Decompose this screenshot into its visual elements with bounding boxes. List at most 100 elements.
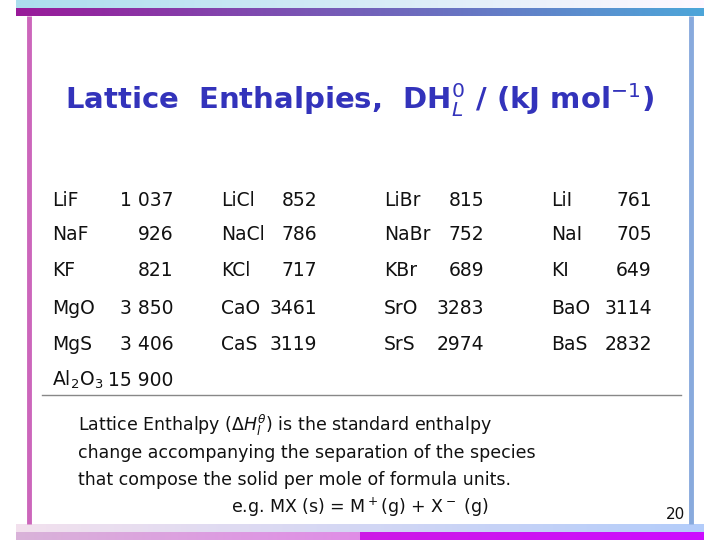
Bar	[131, 8, 132, 16]
Bar	[469, 532, 470, 540]
Bar	[427, 0, 428, 8]
Bar	[80, 0, 81, 8]
Bar	[593, 532, 595, 540]
Bar	[598, 532, 599, 540]
Bar	[620, 532, 621, 540]
Bar	[321, 8, 322, 16]
Bar	[25, 532, 26, 540]
Bar	[482, 0, 483, 8]
Bar	[509, 524, 510, 532]
Bar	[209, 524, 210, 532]
Bar	[185, 0, 186, 8]
Bar	[71, 0, 72, 8]
Bar	[331, 524, 332, 532]
Bar	[115, 532, 116, 540]
Bar	[248, 524, 249, 532]
Bar	[117, 532, 118, 540]
Bar	[173, 532, 174, 540]
Bar	[412, 0, 413, 8]
Bar	[567, 0, 569, 8]
Bar	[447, 0, 448, 8]
Bar	[223, 532, 224, 540]
Bar	[590, 532, 592, 540]
Bar	[118, 532, 119, 540]
Bar	[150, 524, 151, 532]
Bar	[546, 8, 547, 16]
Bar	[629, 524, 630, 532]
Bar	[269, 0, 270, 8]
Bar	[468, 0, 469, 8]
Bar	[151, 532, 153, 540]
Bar	[291, 8, 292, 16]
Bar	[495, 8, 496, 16]
Bar	[225, 0, 226, 8]
Bar	[593, 524, 595, 532]
Bar	[299, 8, 300, 16]
Bar	[323, 532, 325, 540]
Bar	[570, 532, 572, 540]
Bar	[120, 524, 121, 532]
Bar	[97, 8, 98, 16]
Bar	[17, 0, 19, 8]
Bar	[532, 524, 534, 532]
Bar	[444, 532, 445, 540]
Bar	[541, 8, 542, 16]
Bar	[701, 524, 703, 532]
Bar	[201, 8, 202, 16]
Bar	[90, 524, 91, 532]
Bar	[139, 524, 140, 532]
Bar	[416, 524, 418, 532]
Bar	[101, 0, 102, 8]
Bar	[138, 532, 139, 540]
Bar	[618, 0, 619, 8]
Bar	[556, 532, 557, 540]
Bar	[605, 0, 606, 8]
Bar	[333, 524, 334, 532]
Bar	[249, 532, 250, 540]
Bar	[626, 532, 627, 540]
Bar	[606, 0, 607, 8]
Bar	[584, 532, 585, 540]
Bar	[430, 532, 431, 540]
Bar	[453, 0, 454, 8]
Bar	[540, 0, 541, 8]
Bar	[599, 532, 600, 540]
Bar	[328, 524, 329, 532]
Bar	[546, 532, 547, 540]
Bar	[227, 524, 228, 532]
Bar	[422, 8, 423, 16]
Bar	[589, 0, 590, 8]
Bar	[334, 524, 335, 532]
Bar	[577, 532, 578, 540]
Bar	[703, 524, 704, 532]
Bar	[497, 8, 498, 16]
Bar	[598, 524, 599, 532]
Bar	[93, 524, 94, 532]
Text: 752: 752	[449, 226, 485, 245]
Bar	[287, 8, 288, 16]
Bar	[121, 0, 122, 8]
Bar	[294, 532, 295, 540]
Bar	[366, 8, 368, 16]
Bar	[580, 532, 581, 540]
Bar	[561, 524, 562, 532]
Bar	[144, 524, 145, 532]
Bar	[602, 8, 603, 16]
Bar	[315, 524, 316, 532]
Bar	[317, 532, 318, 540]
Bar	[311, 8, 312, 16]
Bar	[616, 0, 617, 8]
Bar	[73, 532, 74, 540]
Bar	[305, 0, 307, 8]
Bar	[182, 532, 183, 540]
Bar	[374, 0, 375, 8]
Bar	[206, 532, 207, 540]
Bar	[164, 524, 165, 532]
Bar	[612, 8, 613, 16]
Bar	[617, 0, 618, 8]
Bar	[482, 8, 483, 16]
Bar	[20, 532, 22, 540]
Bar	[271, 524, 272, 532]
Bar	[166, 524, 167, 532]
Bar	[316, 0, 317, 8]
